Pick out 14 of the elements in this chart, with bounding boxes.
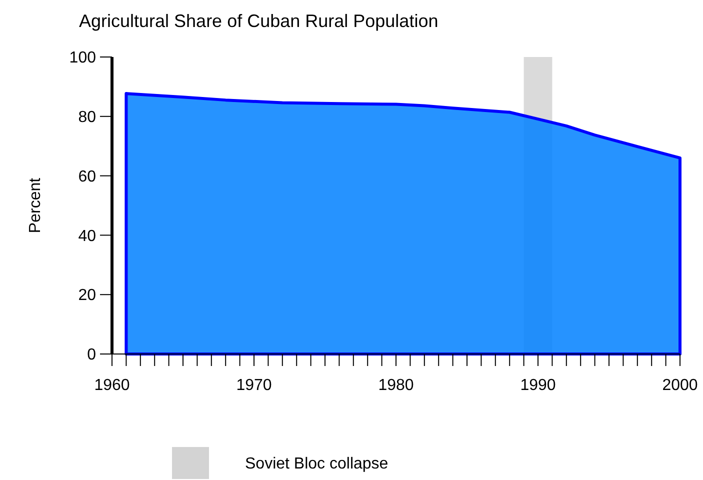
y-tick-label: 80: [78, 109, 96, 126]
y-tick-label: 60: [78, 168, 96, 186]
x-tick-label: 1990: [520, 377, 556, 394]
x-tick-label: 2000: [662, 377, 698, 394]
legend-label: Soviet Bloc collapse: [245, 456, 388, 473]
y-tick-label: 0: [87, 346, 96, 364]
x-tick-label: 1980: [378, 377, 414, 394]
y-tick-label: 100: [69, 50, 96, 67]
x-tick-label: 1960: [94, 377, 130, 394]
y-tick-label: 20: [78, 287, 96, 304]
y-tick-label: 40: [78, 228, 96, 245]
y-axis-title: Percent: [27, 177, 44, 234]
chart-title: Agricultural Share of Cuban Rural Population: [79, 11, 438, 31]
x-tick-label: 1970: [236, 377, 272, 394]
